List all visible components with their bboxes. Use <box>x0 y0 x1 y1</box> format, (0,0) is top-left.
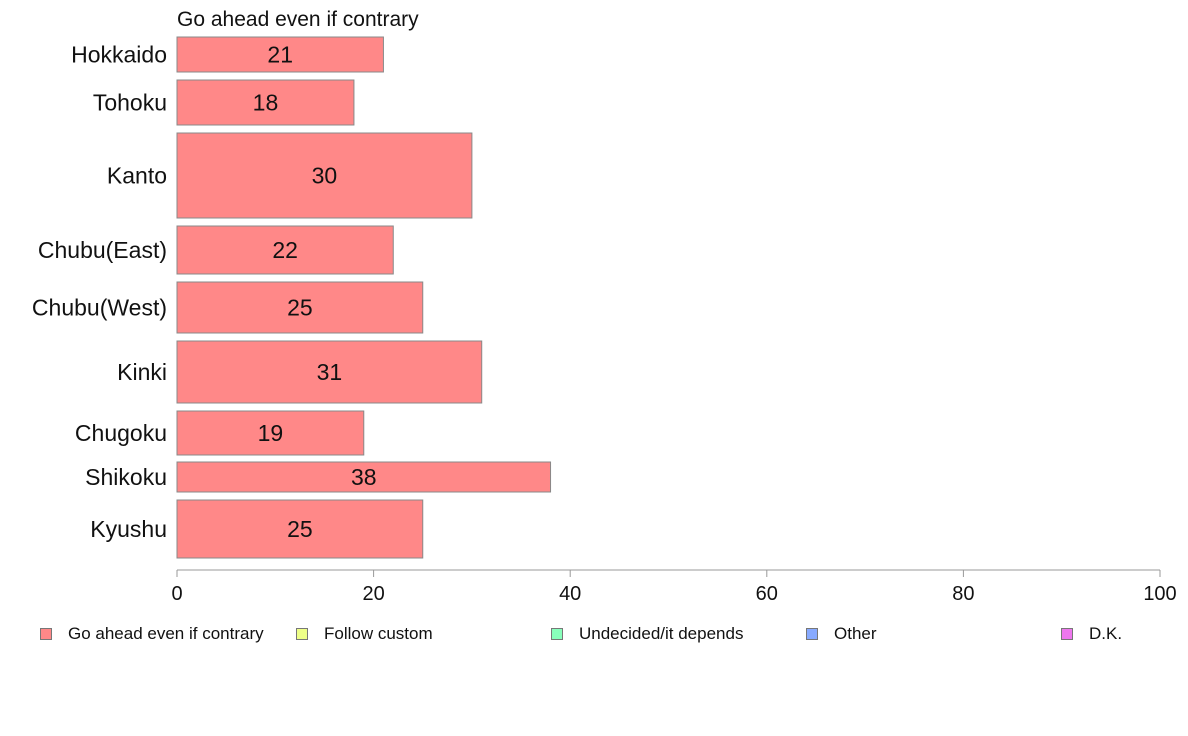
legend-swatch <box>806 628 818 640</box>
legend-item: Undecided/it depends <box>551 622 743 646</box>
x-tick-label: 100 <box>1143 583 1176 605</box>
legend-label: D.K. <box>1089 624 1123 643</box>
legend-swatch <box>296 628 308 640</box>
x-tick-label: 60 <box>756 583 778 605</box>
bar <box>176 79 355 126</box>
bar-value-label: 31 <box>317 359 343 385</box>
legend-label: Go ahead even if contrary <box>68 624 264 643</box>
category-label: Shikoku <box>85 464 167 490</box>
legend-swatch <box>1061 628 1073 640</box>
category-label: Chubu(West) <box>32 295 167 321</box>
legend-item: Other <box>806 622 877 646</box>
bar <box>176 281 424 334</box>
legend-swatch <box>40 628 52 640</box>
category-label: Tohoku <box>93 90 167 116</box>
bar-value-label: 22 <box>272 237 298 263</box>
legend-label: Follow custom <box>324 624 433 643</box>
bar-value-label: 21 <box>267 42 293 68</box>
bar <box>176 499 424 559</box>
legend-swatch <box>551 628 563 640</box>
x-tick-label: 80 <box>952 583 974 605</box>
x-axis: 0 20 40 60 80 100 <box>171 569 1177 605</box>
bar <box>176 410 365 456</box>
bar-value-label: 19 <box>258 420 284 446</box>
legend-item: Follow custom <box>296 622 433 646</box>
bar-value-label: 30 <box>312 163 338 189</box>
bar-value-label: 38 <box>351 464 377 490</box>
category-label: Kyushu <box>90 516 167 542</box>
category-label: Kinki <box>117 359 167 385</box>
legend-item: D.K. <box>1061 622 1122 646</box>
category-label: Chugoku <box>75 420 167 446</box>
legend: Go ahead even if contrary Follow custom … <box>0 622 1188 646</box>
legend-label: Other <box>834 624 877 643</box>
bar-value-label: 18 <box>253 90 279 116</box>
x-tick-label: 0 <box>171 583 182 605</box>
bar <box>176 461 552 493</box>
bar <box>176 132 473 219</box>
category-label: Kanto <box>107 163 167 189</box>
bar <box>176 36 384 73</box>
category-label: Hokkaido <box>71 42 167 68</box>
bar <box>176 225 394 275</box>
x-tick-label: 20 <box>362 583 384 605</box>
bar-value-label: 25 <box>287 295 313 321</box>
legend-item: Go ahead even if contrary <box>40 622 264 646</box>
bars-group: 21 Hokkaido 18 Tohoku 30 Kanto 22 Chubu(East) 25… <box>32 36 552 559</box>
category-label: Chubu(East) <box>38 237 167 263</box>
bar <box>176 340 483 404</box>
chart-title: Go ahead even if contrary <box>177 8 419 31</box>
x-tick-label: 40 <box>559 583 581 605</box>
bar-value-label: 25 <box>287 516 313 542</box>
legend-label: Undecided/it depends <box>579 624 744 643</box>
